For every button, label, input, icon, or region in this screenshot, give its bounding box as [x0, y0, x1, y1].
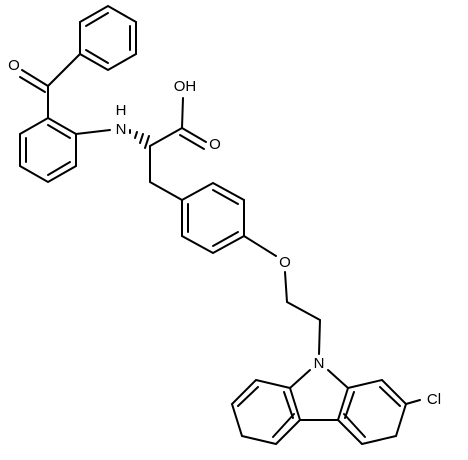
atom-label: O [8, 57, 20, 74]
atom-label: N [116, 121, 127, 138]
atom-label: H [116, 102, 127, 119]
bonds [19, 4, 421, 446]
atom-label: Cl [427, 391, 441, 408]
atom-label: OH [174, 78, 197, 95]
atom-label: N [314, 355, 325, 372]
atom-label: O [209, 136, 221, 153]
atom-label: O [279, 254, 291, 271]
